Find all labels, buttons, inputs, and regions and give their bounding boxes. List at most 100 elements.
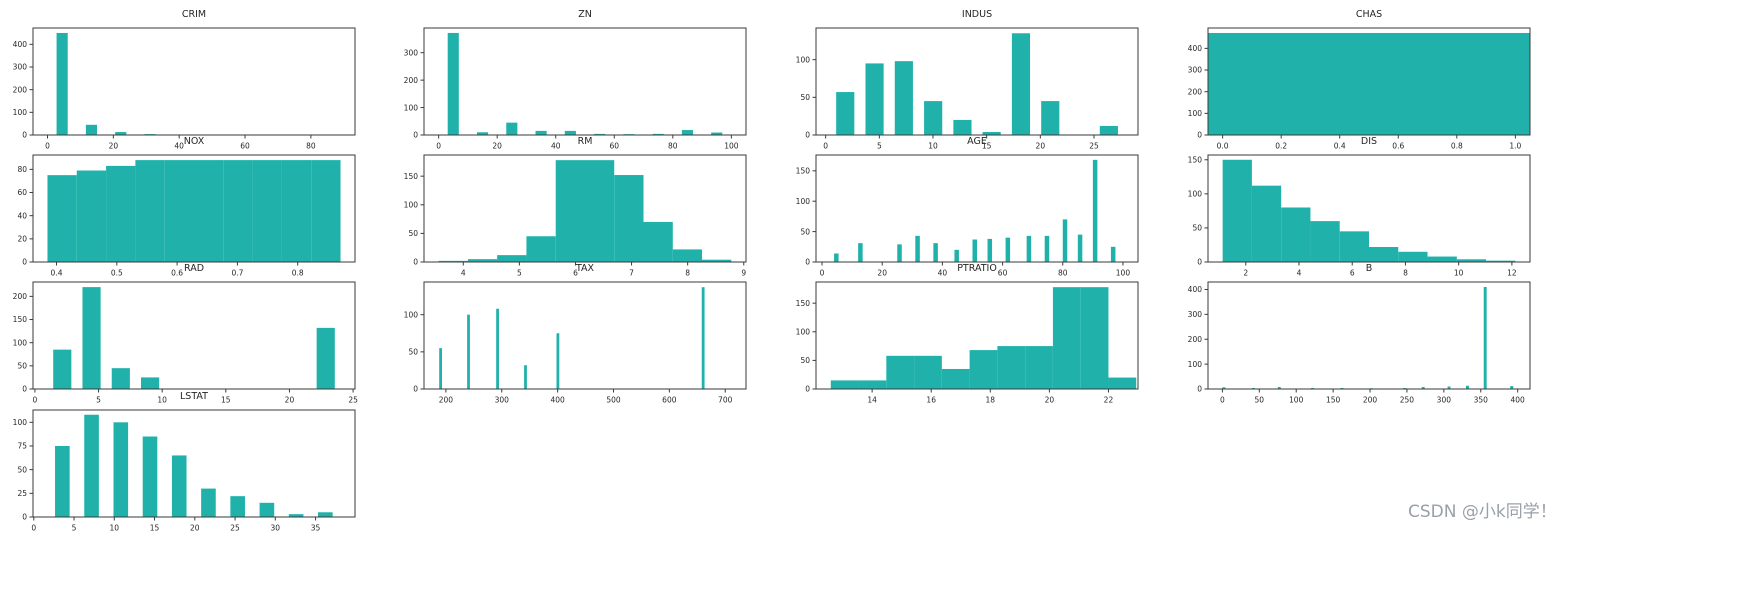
svg-text:10: 10: [928, 142, 938, 151]
svg-text:50: 50: [800, 227, 810, 236]
svg-text:100: 100: [404, 310, 419, 319]
svg-text:100: 100: [796, 197, 811, 206]
rad-plot-area: 0 5 10 15 20 25 0 50 100 150 200: [13, 281, 358, 405]
svg-text:15: 15: [982, 142, 992, 151]
svg-text:150: 150: [796, 167, 811, 176]
svg-text:0.0: 0.0: [1217, 142, 1229, 151]
svg-text:100: 100: [404, 103, 419, 112]
svg-text:700: 700: [718, 396, 733, 405]
svg-text:150: 150: [404, 172, 419, 181]
svg-text:20: 20: [190, 524, 200, 533]
svg-text:18: 18: [986, 396, 996, 405]
svg-text:0.6: 0.6: [1392, 142, 1404, 151]
svg-text:0: 0: [1197, 131, 1202, 140]
svg-text:8: 8: [685, 269, 690, 278]
svg-text:20: 20: [492, 142, 502, 151]
svg-text:0: 0: [413, 258, 418, 267]
svg-text:250: 250: [1400, 396, 1415, 405]
svg-text:80: 80: [668, 142, 678, 151]
svg-text:4: 4: [1297, 269, 1302, 278]
svg-text:200: 200: [439, 396, 454, 405]
svg-text:0.8: 0.8: [292, 269, 304, 278]
svg-text:0: 0: [22, 385, 27, 394]
svg-text:2: 2: [1243, 269, 1248, 278]
svg-text:10: 10: [157, 396, 167, 405]
svg-text:300: 300: [1188, 310, 1203, 319]
svg-text:100: 100: [796, 55, 811, 64]
plot-title: RAD: [183, 263, 205, 274]
svg-text:0.8: 0.8: [1451, 142, 1463, 151]
svg-text:9: 9: [741, 269, 746, 278]
svg-text:0.2: 0.2: [1275, 142, 1287, 151]
svg-text:5: 5: [96, 396, 101, 405]
histogram-crim: CRIM 0 20 40 60 80 0 100 200 300 400: [3, 8, 365, 158]
svg-text:300: 300: [1437, 396, 1452, 405]
plot-title: CRIM: [181, 9, 207, 20]
age-plot-area: 0 20 40 60 80 100 0 50 100 150: [796, 154, 1139, 278]
svg-text:40: 40: [174, 142, 184, 151]
tax-plot-area: 200 300 400 500 600 700 0 50 100: [404, 281, 747, 405]
svg-text:15: 15: [221, 396, 231, 405]
svg-text:400: 400: [1188, 44, 1203, 53]
histogram-chas: CHAS 0.0 0.2 0.4 0.6 0.8 1.0 0 100 200 300 400: [1178, 8, 1540, 158]
svg-text:8: 8: [1403, 269, 1408, 278]
svg-text:150: 150: [1326, 396, 1341, 405]
svg-text:400: 400: [550, 396, 565, 405]
histogram-tax: TAX 200 300 400 500 600 700 0 50 100: [394, 262, 756, 412]
plot-title: TAX: [575, 263, 595, 274]
svg-text:200: 200: [13, 85, 28, 94]
plot-title: LSTAT: [180, 391, 208, 402]
ptratio-plot-area: 14 16 18 20 22 0 50 100 150: [796, 281, 1139, 405]
svg-text:50: 50: [1192, 224, 1202, 233]
svg-text:0.6: 0.6: [171, 269, 183, 278]
histogram-rad: RAD 0 5 10 15 20 25 0 50 100 150 200: [3, 262, 365, 412]
svg-text:0: 0: [805, 131, 810, 140]
crim-plot-area: 0 20 40 60 80 0 100 200 300 400: [13, 27, 356, 151]
svg-text:10: 10: [1454, 269, 1464, 278]
svg-text:7: 7: [629, 269, 634, 278]
svg-text:50: 50: [800, 93, 810, 102]
svg-text:100: 100: [13, 338, 28, 347]
svg-text:0: 0: [22, 258, 27, 267]
svg-text:100: 100: [13, 418, 28, 427]
svg-text:100: 100: [1289, 396, 1304, 405]
svg-text:10: 10: [110, 524, 120, 533]
svg-text:0: 0: [22, 131, 27, 140]
svg-text:15: 15: [150, 524, 160, 533]
svg-text:4: 4: [461, 269, 466, 278]
dis-plot-area: 2 4 6 8 10 12 0 50 100 150: [1188, 154, 1531, 278]
svg-text:35: 35: [311, 524, 321, 533]
histogram-nox: NOX 0.4 0.5 0.6 0.7 0.8 0 20 40 60 80: [3, 135, 365, 285]
svg-text:0: 0: [22, 513, 27, 522]
histogram-ptratio: PTRATIO 14 16 18 20 22 0 50 100 150: [786, 262, 1148, 412]
svg-text:0: 0: [413, 131, 418, 140]
svg-text:22: 22: [1104, 396, 1114, 405]
histogram-b: B 0 50 100 150 200 250 300 350 400 0 100 200 300 400: [1178, 262, 1540, 412]
svg-text:0.7: 0.7: [231, 269, 243, 278]
svg-text:20: 20: [877, 269, 887, 278]
svg-text:0: 0: [436, 142, 441, 151]
svg-text:5: 5: [877, 142, 882, 151]
indus-plot-area: 0 5 10 15 20 25 0 50 100: [796, 27, 1139, 151]
zn-plot-area: 0 20 40 60 80 100 0 100 200 300: [404, 27, 747, 151]
svg-text:40: 40: [551, 142, 561, 151]
histogram-rm: RM 4 5 6 7 8 9 0 50 100 150: [394, 135, 756, 285]
svg-text:60: 60: [17, 188, 27, 197]
svg-text:6: 6: [573, 269, 578, 278]
svg-text:25: 25: [348, 396, 358, 405]
svg-text:400: 400: [1188, 285, 1203, 294]
svg-text:150: 150: [1188, 155, 1203, 164]
plot-title: B: [1365, 263, 1373, 274]
plot-title: INDUS: [961, 9, 993, 20]
svg-text:14: 14: [867, 396, 877, 405]
watermark: CSDN @小k同学！: [1408, 502, 1557, 522]
svg-text:300: 300: [495, 396, 510, 405]
svg-text:0.5: 0.5: [111, 269, 123, 278]
svg-text:0: 0: [413, 385, 418, 394]
svg-text:20: 20: [1045, 396, 1055, 405]
svg-text:300: 300: [404, 48, 419, 57]
svg-text:20: 20: [1036, 142, 1046, 151]
svg-text:150: 150: [13, 315, 28, 324]
svg-text:0.4: 0.4: [1334, 142, 1346, 151]
svg-text:100: 100: [1188, 360, 1203, 369]
